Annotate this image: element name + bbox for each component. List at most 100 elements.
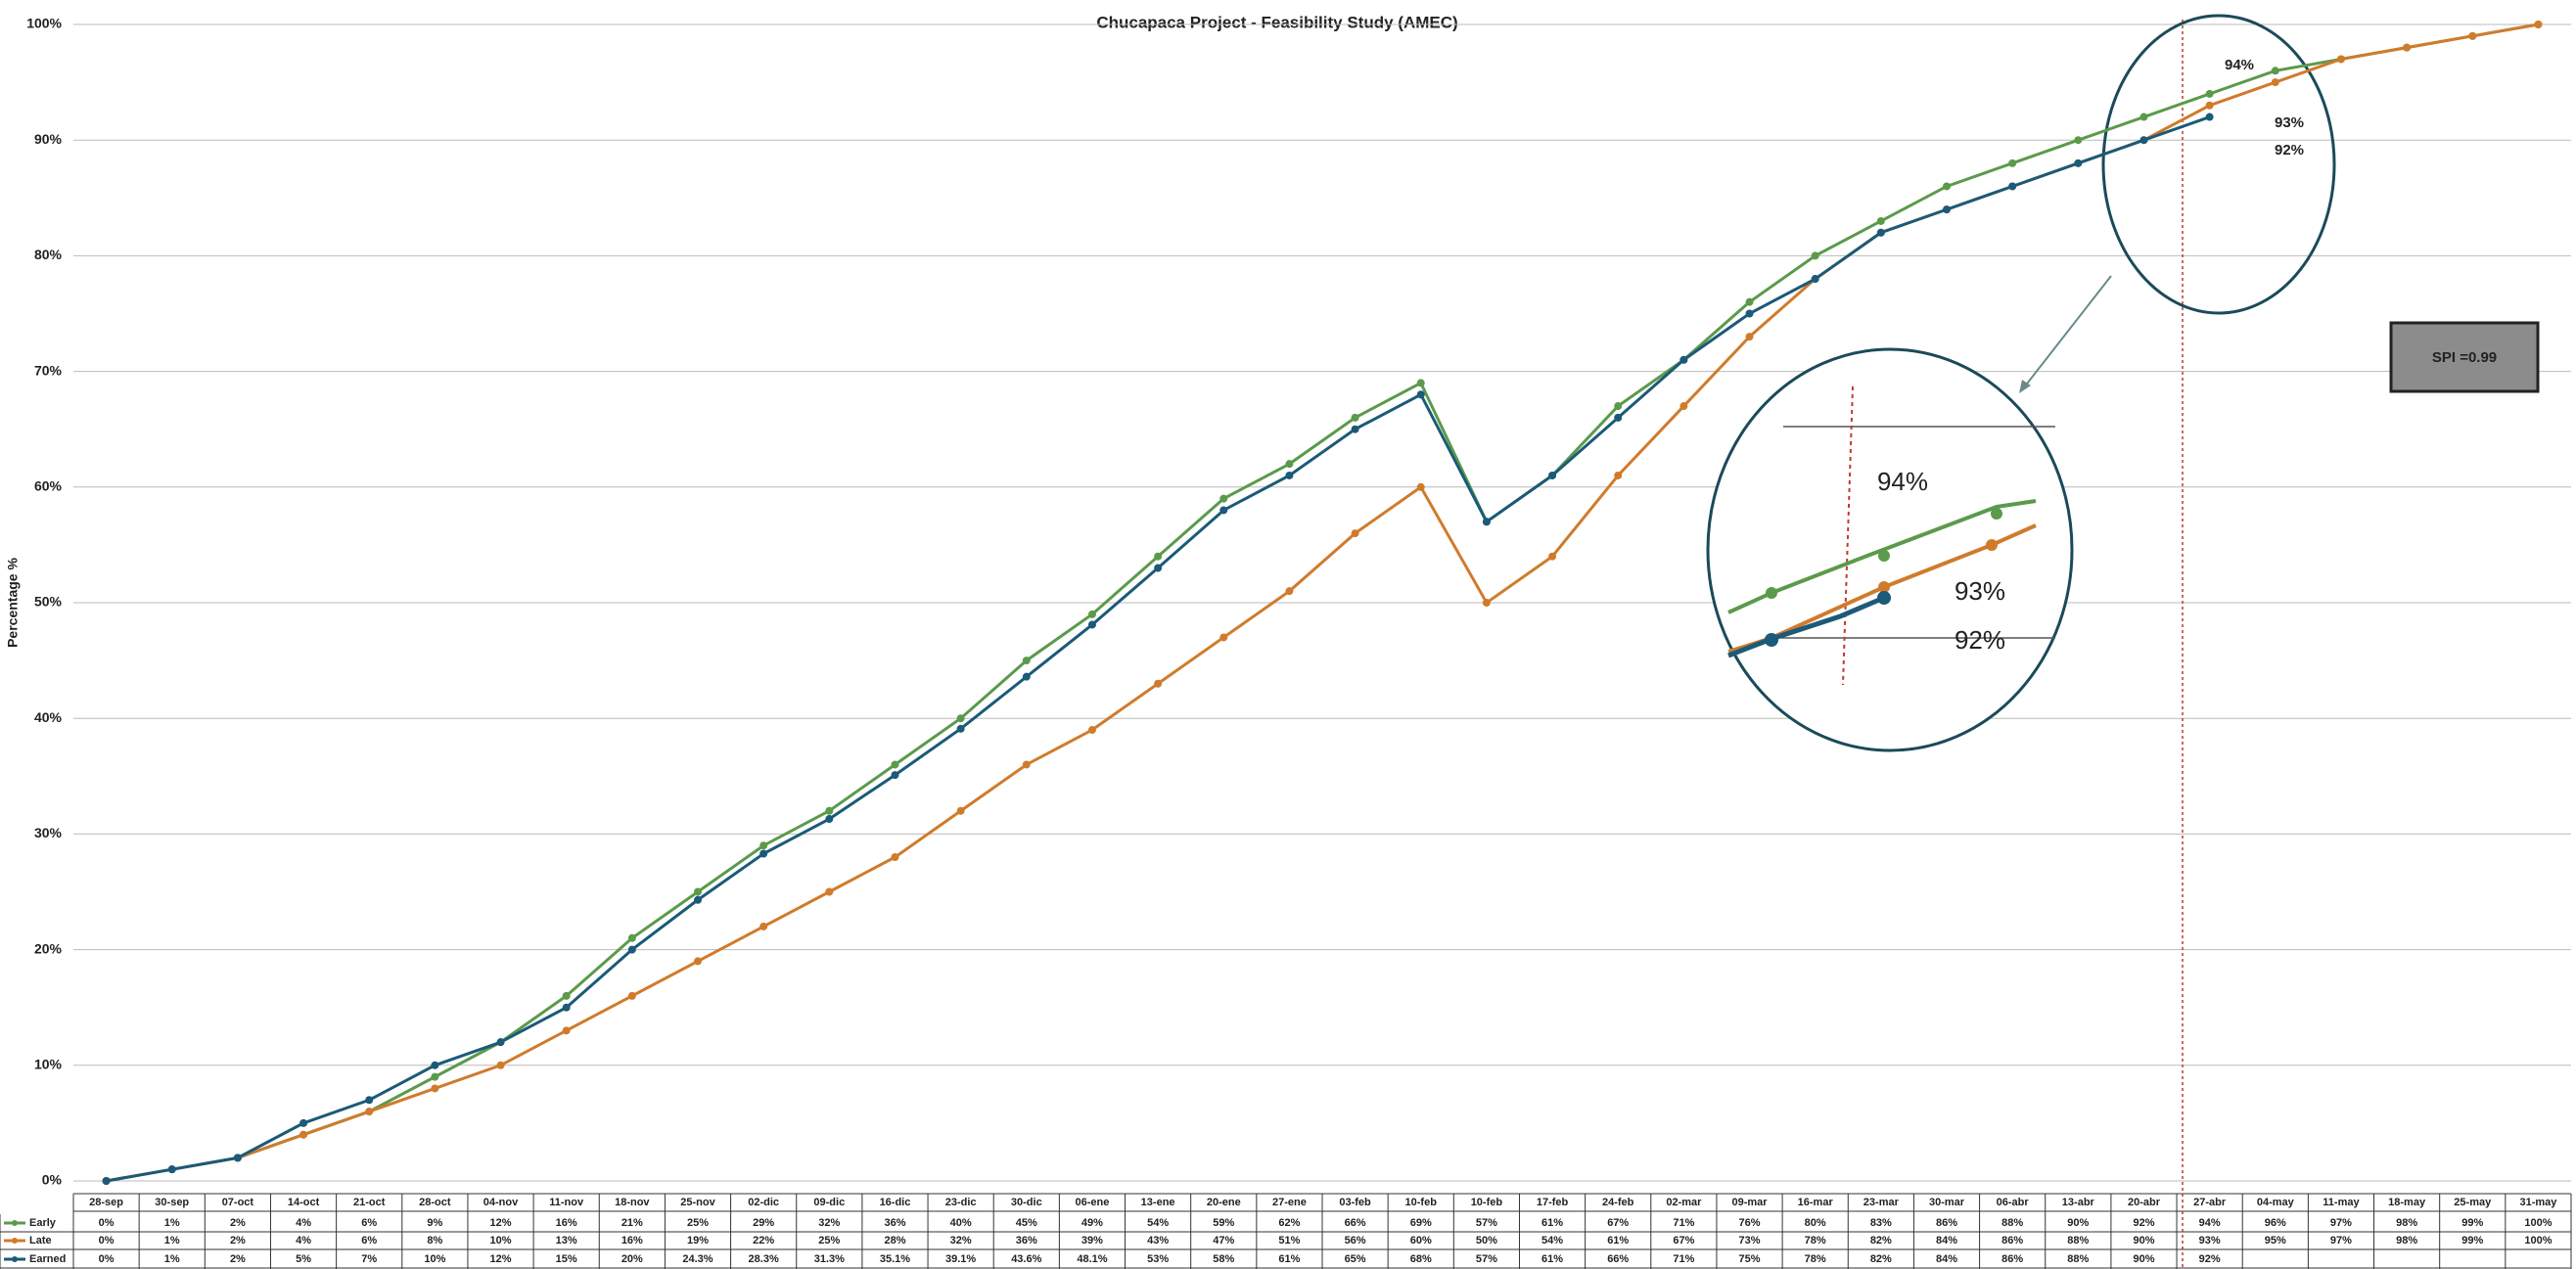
data-point <box>1943 205 1951 214</box>
y-tick-label: 0% <box>42 1172 63 1188</box>
table-cell: 90% <box>2067 1217 2089 1229</box>
table-cell: 22% <box>753 1235 774 1246</box>
table-cell: 95% <box>2265 1235 2286 1246</box>
table-cell: 60% <box>1410 1235 1432 1246</box>
data-point <box>956 714 965 723</box>
table-cell: 2% <box>230 1253 246 1265</box>
data-point <box>694 957 702 966</box>
table-cell: 82% <box>1870 1235 1892 1246</box>
table-cell: 92% <box>2199 1253 2221 1265</box>
x-tick-label: 27-ene <box>1272 1197 1307 1208</box>
x-tick-label: 04-may <box>2257 1197 2295 1208</box>
table-cell: 80% <box>1805 1217 1826 1229</box>
y-tick-label: 80% <box>34 247 63 262</box>
zoom-label: 92% <box>1955 625 2005 655</box>
table-cell: 58% <box>1213 1253 1234 1265</box>
series-line <box>106 23 2539 1183</box>
table-cell: 8% <box>427 1235 442 1246</box>
table-cell: 98% <box>2396 1217 2417 1229</box>
data-point <box>1811 275 1819 284</box>
data-point <box>2534 21 2543 28</box>
data-point <box>694 895 702 904</box>
table-cell: 21% <box>621 1217 643 1229</box>
y-tick-label: 20% <box>34 940 63 956</box>
data-point <box>233 1154 242 1162</box>
table-cell: 66% <box>1607 1253 1629 1265</box>
table-cell: 68% <box>1410 1253 1432 1265</box>
table-cell: 15% <box>556 1253 577 1265</box>
data-point <box>2139 136 2148 145</box>
data-point <box>891 853 899 862</box>
data-point <box>1679 402 1688 411</box>
table-cell: 16% <box>556 1217 577 1229</box>
y-tick-label: 50% <box>34 594 63 610</box>
table-cell: 32% <box>950 1235 972 1246</box>
data-point <box>2008 159 2017 167</box>
y-tick-label: 30% <box>34 825 63 840</box>
data-point <box>1482 599 1491 607</box>
table-cell: 61% <box>1607 1235 1629 1246</box>
table-cell: 40% <box>950 1217 972 1229</box>
table-cell: 10% <box>424 1253 445 1265</box>
table-cell: 0% <box>99 1217 115 1229</box>
data-point <box>2403 43 2412 52</box>
data-point <box>1285 587 1294 596</box>
table-cell: 35.1% <box>880 1253 910 1265</box>
x-tick-label: 31-may <box>2519 1197 2557 1208</box>
y-tick-label: 90% <box>34 131 63 147</box>
x-tick-label: 07-oct <box>222 1197 254 1208</box>
data-point <box>1219 633 1228 642</box>
y-tick-label: 10% <box>34 1057 63 1072</box>
data-point <box>1285 460 1294 469</box>
data-point <box>431 1072 439 1081</box>
data-point <box>956 724 965 733</box>
x-tick-label: 09-mar <box>1731 1197 1768 1208</box>
data-point <box>694 887 702 896</box>
data-point <box>1876 216 1885 225</box>
table-cell: 97% <box>2330 1217 2352 1229</box>
table-cell: 28.3% <box>749 1253 779 1265</box>
table-cell: 31.3% <box>814 1253 845 1265</box>
data-point <box>1614 471 1623 479</box>
data-point <box>1285 471 1294 479</box>
table-cell: 2% <box>230 1217 246 1229</box>
data-point <box>825 887 834 896</box>
data-point <box>1876 228 1885 237</box>
data-point <box>1351 425 1359 433</box>
x-tick-label: 23-mar <box>1863 1197 1900 1208</box>
x-tick-label: 02-mar <box>1666 1197 1702 1208</box>
data-point <box>2074 136 2083 145</box>
x-tick-label: 11-may <box>2323 1197 2360 1208</box>
legend-label: Earned <box>29 1253 66 1265</box>
table-cell: 90% <box>2133 1235 2154 1246</box>
table-cell: 71% <box>1673 1217 1694 1229</box>
table-cell: 78% <box>1805 1253 1826 1265</box>
zoom-detail <box>1727 385 2055 686</box>
data-point <box>2008 182 2017 191</box>
table-cell: 61% <box>1541 1217 1563 1229</box>
table-cell: 59% <box>1213 1217 1234 1229</box>
y-tick-label: 100% <box>26 16 62 31</box>
x-tick-label: 18-may <box>2388 1197 2426 1208</box>
x-tick-label: 17-feb <box>1537 1197 1569 1208</box>
table-cell: 50% <box>1476 1235 1497 1246</box>
table-cell: 12% <box>490 1217 512 1229</box>
table-cell: 88% <box>2067 1235 2089 1246</box>
data-point <box>562 1026 571 1035</box>
zoom-label: 93% <box>1955 576 2005 606</box>
data-point <box>2205 89 2214 98</box>
data-point <box>167 1165 176 1174</box>
table-cell: 20% <box>621 1253 643 1265</box>
table-cell: 0% <box>99 1235 115 1246</box>
table-cell: 6% <box>361 1217 377 1229</box>
table-cell: 67% <box>1607 1217 1629 1229</box>
data-point <box>1351 413 1359 422</box>
data-point <box>431 1061 439 1069</box>
table-cell: 16% <box>621 1235 643 1246</box>
x-tick-label: 03-feb <box>1339 1197 1371 1208</box>
table-cell: 10% <box>490 1235 512 1246</box>
table-cell: 71% <box>1673 1253 1694 1265</box>
table-cell: 78% <box>1805 1235 1826 1246</box>
data-point <box>1416 379 1425 387</box>
x-tick-label: 14-oct <box>288 1197 320 1208</box>
